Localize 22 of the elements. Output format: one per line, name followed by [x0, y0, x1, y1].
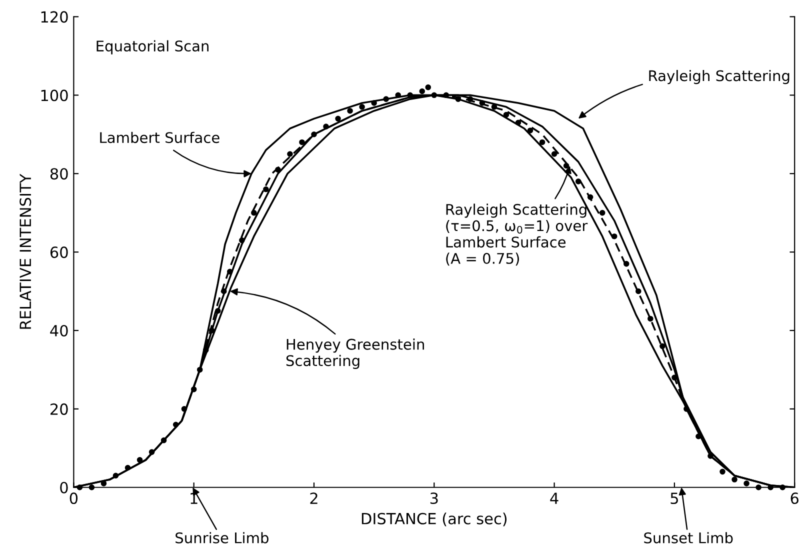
x-axis-title: DISTANCE (arc sec)	[362, 512, 507, 526]
y-axis-title: RELATIVE INTENSITY	[20, 174, 32, 329]
x-tick-label: 4	[550, 492, 558, 504]
y-tick-label: 0	[60, 482, 68, 494]
x-tick-label: 2	[310, 492, 318, 504]
annotation: Henyey Greenstein Scattering	[286, 338, 424, 369]
y-tick-label: 40	[50, 324, 68, 337]
y-tick-label: 20	[50, 403, 68, 415]
text: Sunrise Limb	[176, 532, 268, 544]
x-tick-label: 3	[430, 492, 438, 504]
annotation: Lambert Surface	[100, 132, 220, 144]
x-tick-label: 0	[70, 492, 78, 504]
annotation: Rayleigh Scattering (τ=0.5, ω$_{0}$=1) over Lambert Surface (A = 0.75)	[446, 204, 588, 266]
y-tick-label: 100	[41, 90, 68, 102]
x-tick-label: 6	[790, 492, 798, 504]
y-tick-label: 120	[41, 11, 68, 23]
annotation: Equatorial Scan	[96, 40, 208, 54]
y-tick-label: 80	[50, 168, 68, 180]
y-tick-label: 60	[50, 246, 68, 258]
text: Sunset Limb	[644, 532, 733, 544]
x-tick-label: 5	[670, 492, 678, 504]
annotation: Rayleigh Scattering	[649, 70, 790, 84]
